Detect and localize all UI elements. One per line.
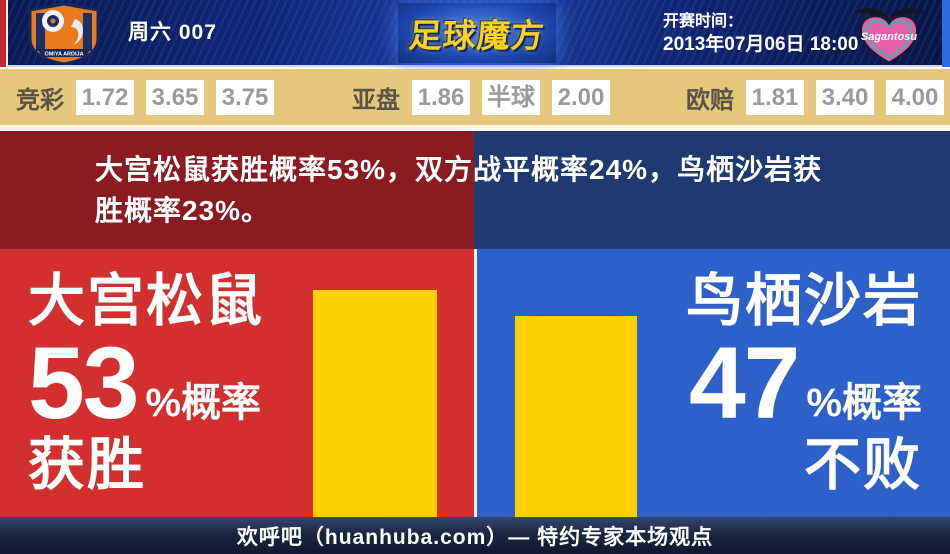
odds-group-label: 欧赔: [686, 86, 734, 114]
odds-value-box[interactable]: 1.72: [76, 79, 134, 115]
summary-line-2: 胜概率23%。: [95, 195, 271, 226]
odds-value-box[interactable]: 半球: [482, 79, 540, 115]
away-probability-bar: [515, 316, 637, 517]
odds-value-box[interactable]: 3.65: [146, 79, 204, 115]
odds-group-yapan: 亚盘 1.86 半球 2.00: [352, 69, 610, 125]
away-crest-text: Sagantosu: [861, 31, 918, 43]
footer-text: 欢呼吧（huanhuba.com）— 特约专家本场观点: [236, 525, 714, 549]
away-outcome-label: 不败: [804, 433, 922, 497]
away-probability-value: 47: [688, 326, 800, 440]
odds-value-box[interactable]: 3.40: [816, 79, 874, 115]
right-edge-accent: [942, 0, 950, 67]
home-team-crest-icon: OMIYA ARDIJA: [28, 3, 100, 65]
probability-infographic: 大宫松鼠获胜概率53%，双方战平概率24%，鸟栖沙岩获 胜概率23%。 大宫松鼠…: [0, 131, 950, 517]
home-probability-bar: [313, 290, 437, 517]
away-probability-row: 47 %概率: [686, 326, 922, 440]
footer-bar: 欢呼吧（huanhuba.com）— 特约专家本场观点: [0, 517, 950, 554]
panel-divider: [474, 249, 477, 517]
home-outcome-label: 获胜: [28, 433, 146, 497]
odds-value-box[interactable]: 1.86: [412, 79, 470, 115]
match-number-label: 周六 007: [128, 21, 217, 44]
home-dark-panel: [0, 131, 474, 249]
away-team-crest-icon: Sagantosu: [853, 7, 925, 65]
home-probability-value: 53: [28, 326, 139, 440]
app-logo-panel: 足球魔方: [398, 3, 556, 63]
home-team-name: 大宫松鼠: [28, 269, 264, 333]
top-banner: OMIYA ARDIJA 周六 007 足球魔方 开赛时间： 2013年07月0…: [0, 0, 950, 67]
odds-bar: 竞彩 1.72 3.65 3.75 亚盘 1.86 半球 2.00 欧赔 1.8…: [0, 69, 950, 128]
home-probability-suffix: %概率: [145, 381, 262, 425]
kickoff-time: 2013年07月06日 18:00: [663, 34, 859, 55]
away-probability-suffix: %概率: [806, 381, 922, 425]
odds-value-box[interactable]: 2.00: [552, 79, 610, 115]
kickoff-info: 开赛时间： 2013年07月06日 18:00: [663, 11, 858, 57]
away-dark-panel: [474, 131, 950, 249]
away-copy-block: 鸟栖沙岩 47 %概率 不败: [686, 271, 922, 495]
odds-value-box[interactable]: 4.00: [886, 79, 944, 115]
odds-value-box[interactable]: 1.81: [746, 79, 804, 115]
app-logo-text: 足球魔方: [407, 17, 547, 54]
odds-group-label: 亚盘: [352, 86, 400, 114]
home-copy-block: 大宫松鼠 53 %概率 获胜: [28, 271, 264, 495]
odds-group-oupei: 欧赔 1.81 3.40 4.00: [686, 69, 944, 125]
probability-summary: 大宫松鼠获胜概率53%，双方战平概率24%，鸟栖沙岩获 胜概率23%。: [95, 149, 895, 231]
kickoff-label: 开赛时间：: [663, 13, 744, 30]
home-probability-row: 53 %概率: [28, 326, 264, 440]
left-edge-accent: [0, 0, 8, 67]
home-crest-text: OMIYA ARDIJA: [44, 52, 83, 58]
summary-line-1: 大宫松鼠获胜概率53%，双方战平概率24%，鸟栖沙岩获: [95, 154, 823, 185]
odds-group-jingcai: 竞彩 1.72 3.65 3.75: [16, 69, 274, 125]
odds-value-box[interactable]: 3.75: [216, 79, 274, 115]
odds-group-label: 竞彩: [16, 86, 64, 114]
away-team-name: 鸟栖沙岩: [686, 269, 922, 333]
